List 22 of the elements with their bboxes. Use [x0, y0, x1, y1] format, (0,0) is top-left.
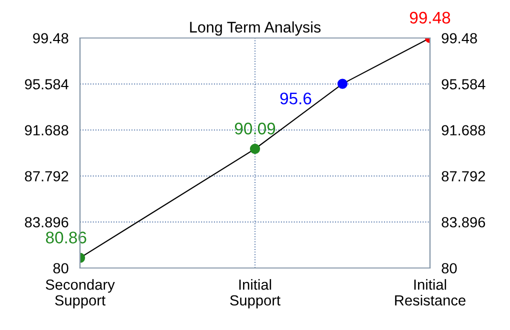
y2-tick-label: 87.792: [442, 171, 485, 182]
y2-tick-label: 99.48: [442, 33, 477, 44]
y2-tick-label: 91.688: [442, 125, 486, 136]
data-label: 80.86: [46, 232, 86, 244]
y-tick-label: 87.792: [24, 171, 68, 182]
y-tick-label: 91.688: [24, 125, 68, 136]
y2-tick-label: 83.896: [442, 217, 486, 228]
x-tick-label: Initial Support: [230, 279, 280, 308]
point: [337, 78, 348, 89]
y2-tick-label: 80: [442, 263, 457, 274]
x-tick-label: Initial Resistance: [395, 279, 466, 306]
point: [250, 144, 260, 154]
y2-tick-label: 95.584: [442, 79, 486, 90]
x-tick-label: Secondary Support: [46, 279, 115, 308]
data-label: 90.09: [234, 122, 276, 134]
data-label: 95.6: [280, 92, 312, 104]
y-tick-label: 99.48: [33, 33, 68, 44]
data-label: 99.48: [410, 12, 450, 24]
y-tick-label: 83.896: [24, 217, 68, 228]
chart-title: Long Term Analysis: [190, 21, 321, 36]
y-tick-label: 95.584: [24, 79, 68, 90]
y-tick-label: 80: [53, 263, 68, 274]
